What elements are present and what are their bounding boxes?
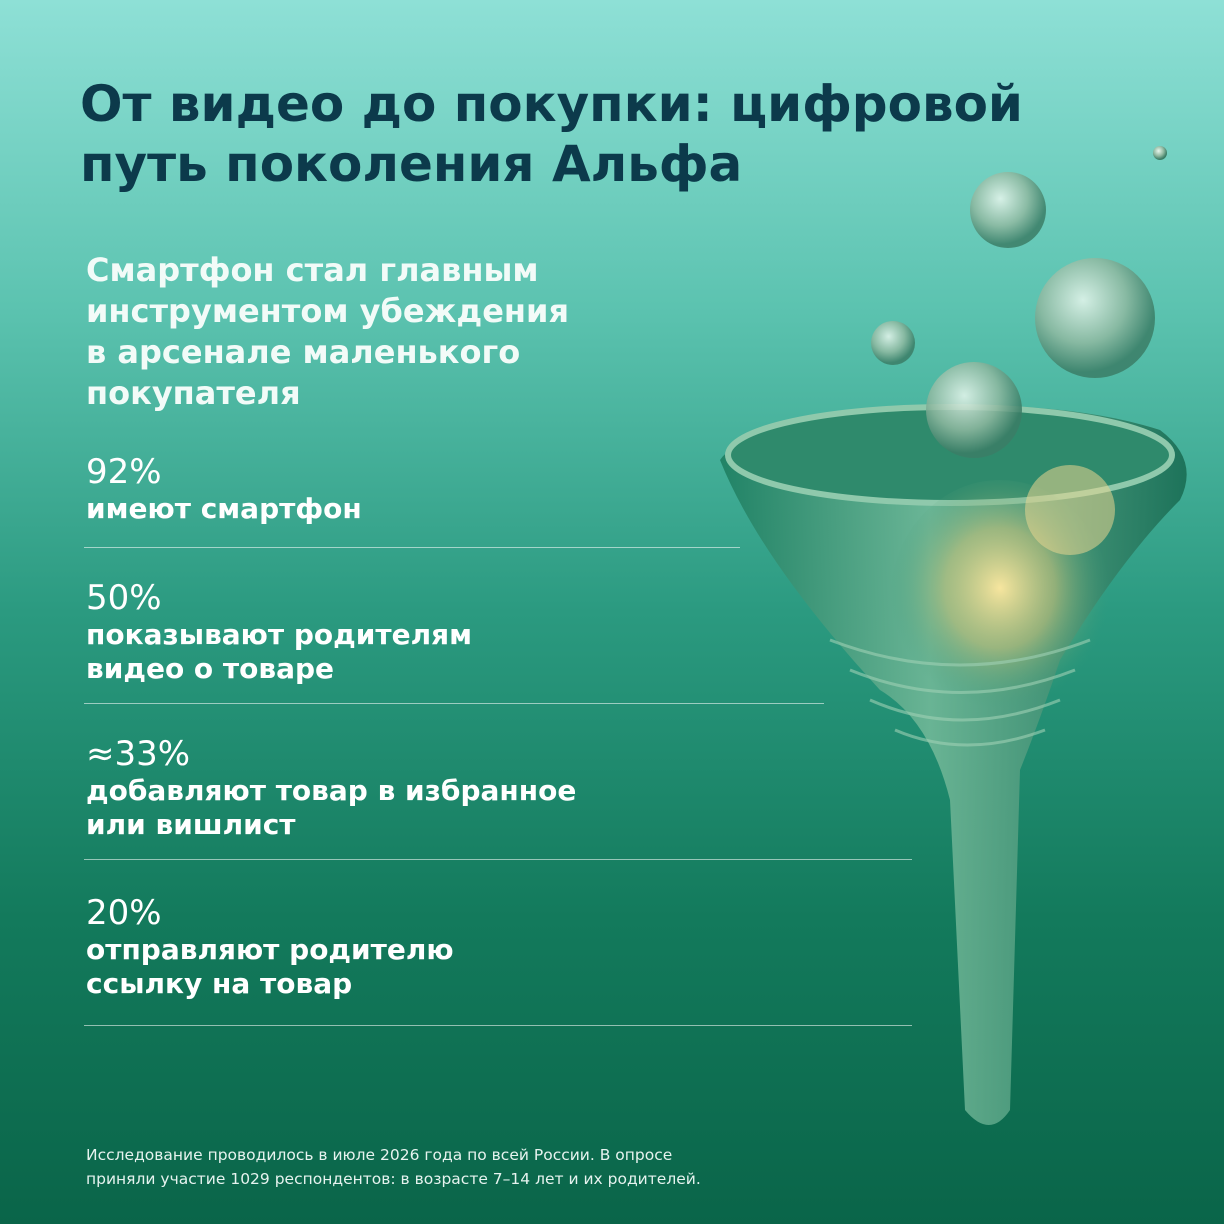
- stat-item: 50% показывают родителям видео о товаре: [86, 578, 472, 686]
- stat-label: добавляют товар в избранное: [86, 774, 577, 807]
- divider: [84, 547, 740, 548]
- title-line: От видео до покупки: цифровой: [80, 75, 1023, 133]
- divider: [84, 859, 912, 860]
- stat-item: 20% отправляют родителю ссылку на товар: [86, 893, 454, 1001]
- footnote: Исследование проводилось в июле 2026 год…: [86, 1143, 701, 1191]
- subtitle-line: Смартфон стал главным: [86, 251, 539, 289]
- stat-label: отправляют родителю: [86, 933, 454, 966]
- title-line: путь поколения Альфа: [80, 135, 743, 193]
- stat-value: ≈33%: [86, 734, 191, 774]
- stat-label: ссылку на товар: [86, 967, 353, 1000]
- stat-label: показывают родителям: [86, 618, 472, 651]
- divider: [84, 703, 824, 704]
- divider: [84, 1025, 912, 1026]
- stat-value: 20%: [86, 893, 162, 933]
- subtitle: Смартфон стал главным инструментом убежде…: [86, 250, 569, 414]
- footnote-line: Исследование проводилось в июле 2026 год…: [86, 1146, 673, 1164]
- title: От видео до покупки: цифровой путь поколе…: [80, 74, 1023, 194]
- stat-value: 50%: [86, 578, 162, 618]
- subtitle-line: в арсенале маленького: [86, 333, 521, 371]
- stat-label: имеют смартфон: [86, 492, 362, 525]
- subtitle-line: инструментом убеждения: [86, 292, 569, 330]
- stat-item: 92% имеют смартфон: [86, 452, 362, 526]
- stat-label: или вишлист: [86, 808, 296, 841]
- footnote-line: приняли участие 1029 респондентов: в воз…: [86, 1170, 701, 1188]
- subtitle-line: покупателя: [86, 374, 301, 412]
- stat-item: ≈33% добавляют товар в избранное или вишли…: [86, 734, 576, 842]
- stat-label: видео о товаре: [86, 652, 335, 685]
- stat-value: 92%: [86, 452, 162, 492]
